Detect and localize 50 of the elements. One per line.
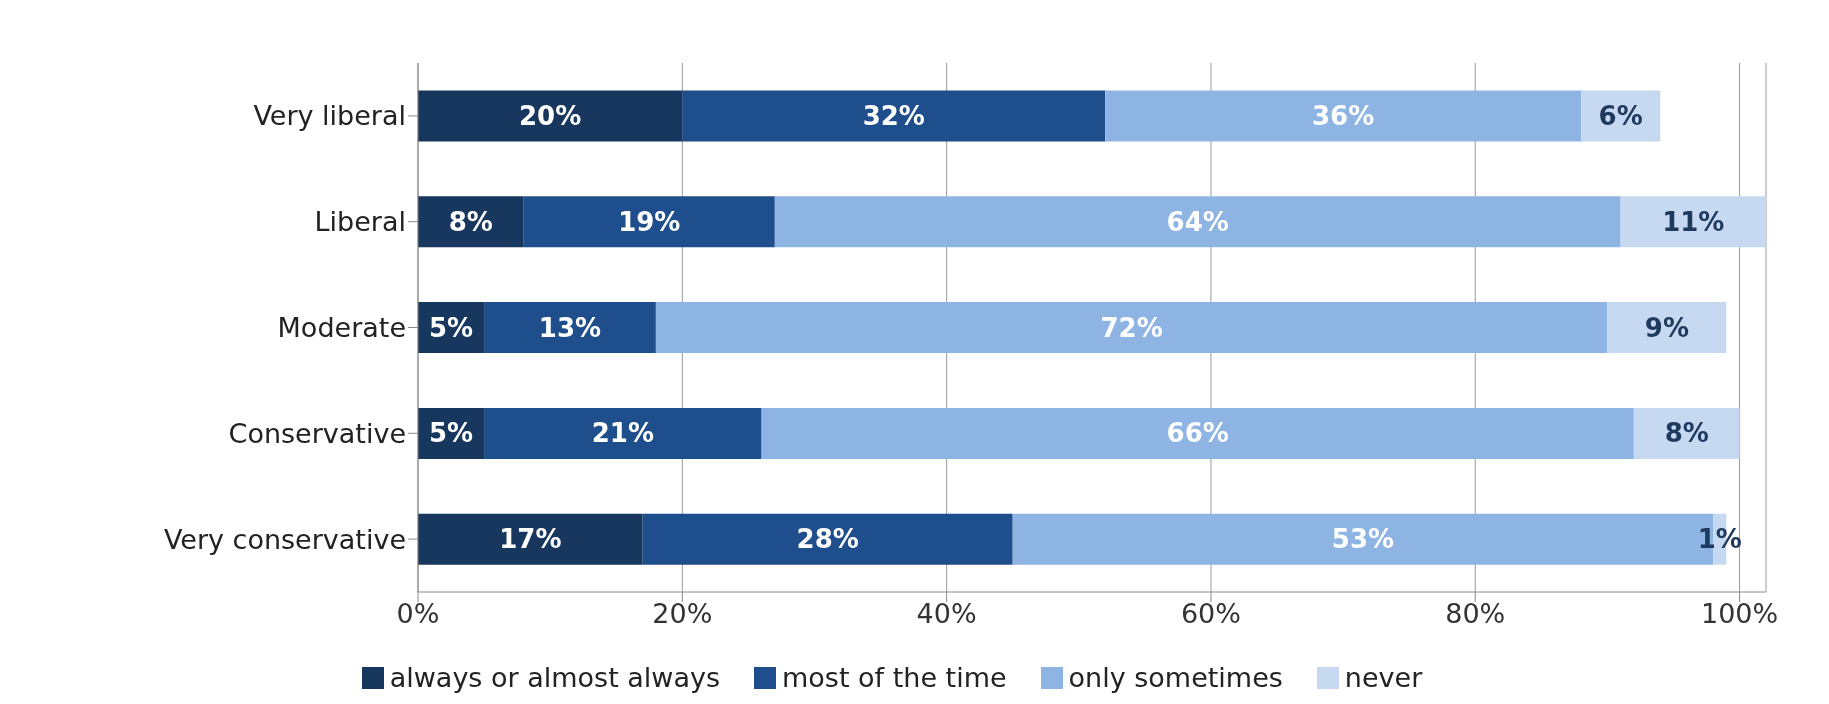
- y-tick-label: Liberal: [314, 206, 406, 238]
- data-label: 32%: [862, 101, 925, 132]
- data-label: 17%: [499, 524, 562, 555]
- y-tick-label: Very conservative: [163, 523, 406, 555]
- bar: [418, 513, 643, 565]
- data-label: 11%: [1662, 206, 1725, 237]
- legend-label: always or almost always: [389, 662, 721, 693]
- bar: [418, 90, 683, 142]
- bar: [761, 407, 1634, 459]
- legend-label: most of the time: [782, 662, 1007, 693]
- data-label: 53%: [1331, 524, 1395, 555]
- data-label: 5%: [428, 312, 474, 343]
- x-tick-label: 80%: [1445, 598, 1506, 630]
- bar: [1620, 196, 1766, 248]
- y-tick-label: Conservative: [228, 417, 406, 449]
- bar: [523, 196, 775, 248]
- bar: [484, 302, 656, 354]
- data-label: 6%: [1598, 101, 1643, 132]
- bar: [418, 196, 524, 248]
- data-label: 19%: [618, 206, 681, 237]
- data-label: 28%: [796, 524, 859, 555]
- y-tick-label: Moderate: [277, 312, 406, 344]
- data-label: 21%: [591, 418, 654, 449]
- bar: [774, 196, 1621, 248]
- data-label: 8%: [448, 206, 493, 237]
- x-tick-label: 40%: [916, 598, 977, 630]
- x-tick-label: 20%: [652, 598, 713, 630]
- data-label: 36%: [1311, 101, 1375, 132]
- bar: [655, 302, 1608, 354]
- data-label: 9%: [1644, 312, 1689, 343]
- data-label: 20%: [519, 101, 582, 132]
- y-tick-label: Very liberal: [253, 100, 406, 132]
- legend-label: only sometimes: [1068, 662, 1283, 693]
- bar: [682, 90, 1106, 142]
- x-tick-label: 100%: [1700, 598, 1779, 630]
- bar: [642, 513, 1013, 565]
- x-tick-label: 0%: [396, 598, 440, 630]
- bar: [1105, 90, 1581, 142]
- legend-label: never: [1344, 662, 1423, 693]
- data-label: 13%: [538, 312, 602, 343]
- data-label: 1%: [1697, 524, 1742, 555]
- bar: [1633, 407, 1740, 459]
- bar: [484, 407, 762, 459]
- bar: [1607, 302, 1727, 354]
- data-label: 8%: [1664, 418, 1709, 449]
- data-label: 72%: [1100, 312, 1163, 343]
- data-label: 66%: [1166, 418, 1229, 449]
- x-tick-label: 60%: [1180, 598, 1241, 630]
- data-label: 64%: [1166, 206, 1229, 237]
- data-label: 5%: [428, 418, 474, 449]
